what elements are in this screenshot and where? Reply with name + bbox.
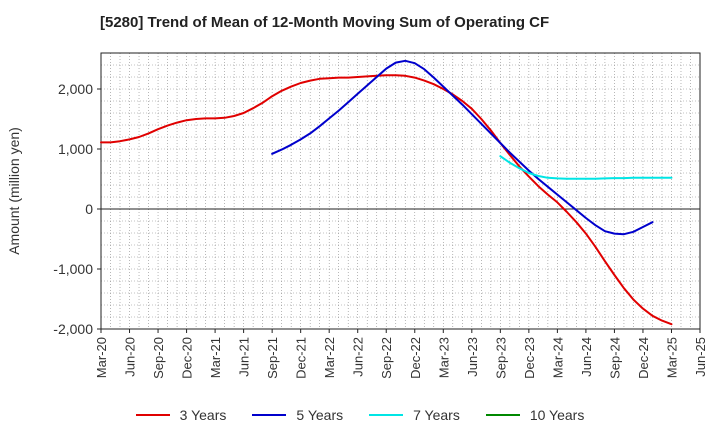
y-tick-label: -1,000 <box>53 261 93 277</box>
legend-label: 3 Years <box>179 407 227 423</box>
legend-label: 7 Years <box>413 407 460 423</box>
x-tick-label: Sep-23 <box>493 337 508 379</box>
x-tick-label: Jun-20 <box>123 337 138 377</box>
y-tick-label: 2,000 <box>58 81 93 97</box>
legend-item-7-years: 7 Years <box>369 407 460 423</box>
y-axis-ticks: -2,000 -1,000 0 1,000 2,000 <box>53 81 101 337</box>
legend-swatch <box>369 414 404 416</box>
x-tick-label: Jun-24 <box>579 337 594 377</box>
legend-item-10-years: 10 Years <box>485 407 585 423</box>
x-tick-label: Jun-22 <box>351 337 366 377</box>
legend-item-3-years: 3 Years <box>135 407 227 423</box>
series-lines <box>100 59 673 326</box>
legend-swatch <box>252 414 287 416</box>
legend-label: 5 Years <box>296 407 344 423</box>
x-tick-label: Mar-21 <box>208 337 223 378</box>
y-tick-label: -2,000 <box>53 321 93 337</box>
legend-label: 10 Years <box>529 407 585 423</box>
x-tick-label: Dec-24 <box>636 337 651 379</box>
x-tick-label: Sep-21 <box>265 337 280 379</box>
x-tick-label: Sep-24 <box>607 337 622 379</box>
legend-swatch <box>485 414 520 416</box>
x-tick-label: Mar-25 <box>664 337 679 378</box>
chart-title: [5280] Trend of Mean of 12-Month Moving … <box>100 14 550 31</box>
x-tick-label: Mar-24 <box>550 337 565 378</box>
x-axis-ticks: Mar-20 Jun-20 Sep-20 Dec-20 Mar-21 Jun-21 Sep-… <box>94 329 708 379</box>
x-tick-label: Jun-25 <box>693 337 708 377</box>
plot-frame <box>100 52 701 330</box>
x-tick-label: Dec-21 <box>294 337 309 379</box>
horizontal-gridlines <box>101 64 700 318</box>
legend: 3 Years 5 Years 7 Years 10 Years <box>0 404 720 426</box>
series-line-5-years <box>271 59 654 236</box>
y-axis-label: Amount (million yen) <box>6 127 22 255</box>
y-tick-label: 1,000 <box>58 141 93 157</box>
x-tick-label: Sep-20 <box>151 337 166 379</box>
x-tick-label: Jun-23 <box>465 337 480 377</box>
x-tick-label: Sep-22 <box>379 337 394 379</box>
series-line-3-years <box>100 74 673 326</box>
x-tick-label: Dec-23 <box>522 337 537 379</box>
series-line-7-years <box>499 155 673 180</box>
x-tick-label: Jun-21 <box>237 337 252 377</box>
x-tick-label: Mar-22 <box>322 337 337 378</box>
x-tick-label: Mar-20 <box>94 337 109 378</box>
y-tick-label: 0 <box>85 201 93 217</box>
x-tick-label: Dec-22 <box>408 337 423 379</box>
legend-swatch <box>135 414 170 416</box>
x-tick-label: Mar-23 <box>436 337 451 378</box>
vertical-gridlines <box>110 53 691 329</box>
legend-item-5-years: 5 Years <box>252 407 343 423</box>
x-tick-label: Dec-20 <box>180 337 195 379</box>
